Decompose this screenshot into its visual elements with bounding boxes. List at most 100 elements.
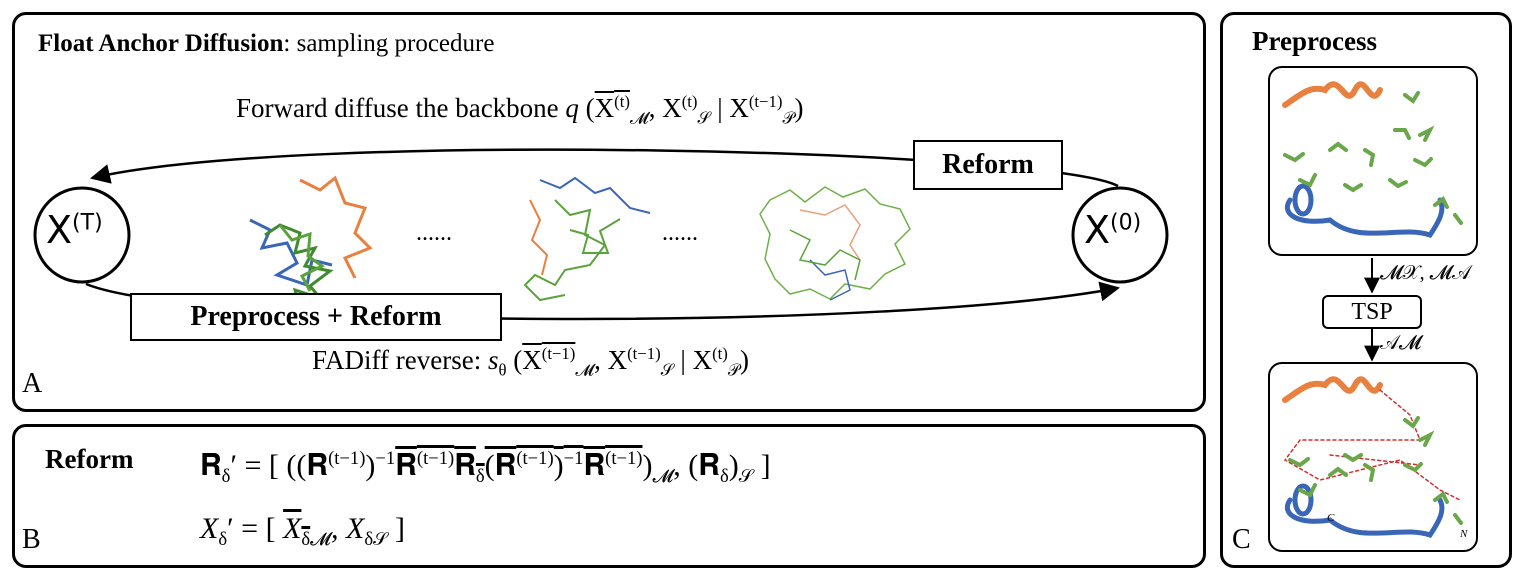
formula-part: ) [642,449,653,482]
formula-part: X [522,345,542,375]
formula-part: δ [221,466,231,487]
terminal-label: C [1327,512,1335,524]
formula-part: ′ = [ [227,512,284,545]
reform-box: Reform [913,140,1063,190]
forward-text: Forward diffuse the backbone [236,93,559,123]
formula-part: ( [578,93,595,123]
formula-part: ′ = [ ((𝐑 [230,449,329,482]
panel-c [1220,12,1512,568]
formula-part: , X [648,93,682,123]
ellipsis: ...... [662,220,698,246]
formula-part: (t−1) [748,92,783,111]
reverse-formula: sθ (X(t−1)𝓜, X (t−1) 𝒮 | X(t)𝒫) [487,344,749,379]
formula-part: , X [331,512,365,545]
panel-letter: C [1232,524,1251,555]
formula-part: | X [710,93,749,123]
formula-part: ] [387,512,405,545]
start-label: X(T) [46,208,103,252]
molecule-2 [523,176,651,302]
overline-group: X(t) [594,92,630,123]
molecule-3 [759,186,911,301]
panel-c-title: Preprocess [1252,26,1377,56]
panel-letter: B [22,524,41,555]
formula-part: 𝐑 [454,449,476,482]
formula-part: δ [719,466,729,487]
formula-part: ] [753,449,771,482]
formula-part: ) [553,449,564,482]
title-rest: : sampling procedure [283,30,495,57]
formula-part: 𝒮 [660,360,674,380]
end-sup: (0) [1110,210,1142,236]
end-label: X(0) [1084,208,1141,252]
formula-part: δ𝒮 [364,529,388,550]
formula-part: 𝓜 [310,529,331,550]
formula-part: q [565,93,579,123]
formula-part: X [200,512,219,545]
start-x: X [46,208,73,252]
formula-part: δ [475,466,485,487]
ellipsis: ...... [416,220,452,246]
formula-part: , X [594,345,628,375]
formula-part: (t−1) [541,344,576,363]
formula-part: −1 [563,448,584,469]
panel-b [12,424,1206,568]
formula-part: (t) [614,92,630,111]
formula-part: X [283,512,302,545]
formula-part: (t−1) [605,448,643,469]
reverse-caption: FADiff reverse: sθ (X(t−1)𝓜, X (t−1) 𝒮 | X… [312,344,749,380]
start-sup: (T) [72,210,103,236]
formula-part: (t) [681,92,698,111]
formula-part: ) [739,345,749,375]
tsp-box: TSP [1322,295,1422,329]
start-node [33,186,131,284]
formula-part: (𝐑 [484,449,517,482]
formula-part: 𝒫 [782,108,795,128]
panel-b-title: Reform [45,444,134,474]
panel-a [12,12,1206,412]
structure-top [1282,81,1463,238]
forward-caption: Forward diffuse the backbone q (X(t)𝓜, X… [236,92,804,128]
formula-part: 𝓜 [575,360,595,380]
formula-part: ( [506,345,523,375]
formula-part: θ [498,360,507,380]
formula-part: (t−1) [416,448,455,469]
reverse-text: FADiff reverse: [312,345,482,375]
formula-part: δ [218,529,228,550]
formula-part: 𝓜 [652,466,674,487]
formula-part: 𝐑 [395,449,417,482]
formula-part: (t) [712,344,728,363]
formula-1: 𝐑δ′ = [ ((𝐑(t−1))−1𝐑(t−1)𝐑δ(𝐑(t−1))−1𝐑(t… [200,448,771,488]
formula-part: 𝓜 [629,108,649,128]
preprocess-box: Preprocess + Reform [130,293,502,341]
overline-group: Xδ [283,512,310,550]
forward-formula: q (X(t)𝓜, X(t)𝒮 | X(t−1)𝒫) [565,92,804,127]
structure-box [1268,362,1478,552]
structure-box [1268,66,1478,256]
formula-part: ) [794,93,804,123]
end-x: X [1084,208,1111,252]
formula-part: −1 [375,448,396,469]
formula-part: 𝐑 [583,449,606,482]
formula-part: (t−1) [328,448,366,469]
arrow-label: 𝒜𝓜 [1380,332,1422,354]
formula-part: δ [301,529,311,550]
formula-part: ) [728,449,739,482]
formula-part: | X [673,345,713,375]
formula-part: (t−1) [516,448,554,469]
molecule-1 [249,175,373,311]
formula-part: 𝒮 [738,466,754,487]
formula-part: s [487,345,499,375]
title-bold: Float Anchor Diffusion [38,30,284,57]
panel-a-title: Float Anchor Diffusion: sampling procedu… [38,30,494,58]
formula-part: 𝒫 [727,360,740,380]
end-node [1071,186,1169,284]
overline-group: 𝐑(t−1)𝐑δ(𝐑(t−1))−1𝐑(t−1) [395,448,643,487]
formula-part: X [594,93,615,123]
overline-group: X(t−1) [522,344,576,375]
arrow-label: 𝓜𝒳, 𝓜𝒜 [1380,262,1471,284]
formula-part: 𝐑 [200,449,222,482]
formula-part: 𝒮 [697,108,711,128]
structure-bottom [1282,376,1463,538]
